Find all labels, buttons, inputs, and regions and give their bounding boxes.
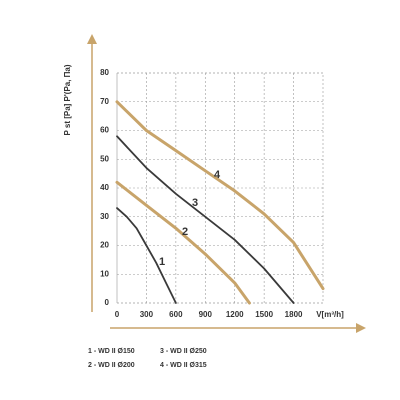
y-tick-label: 50 [100, 154, 109, 163]
y-tick-label: 0 [105, 298, 110, 307]
y-tick-label: 30 [100, 212, 109, 221]
y-tick-label: 60 [100, 126, 109, 135]
y-tick-label: 70 [100, 97, 109, 106]
x-arrow-head [356, 323, 366, 333]
x-tick-label: 1500 [255, 310, 273, 319]
x-tick-label: 0 [115, 310, 120, 319]
legend-entry: 2 - WD II Ø200 [88, 362, 135, 369]
y-tick-label: 40 [100, 183, 109, 192]
y-tick-label: 80 [100, 68, 109, 77]
curve [116, 135, 295, 304]
y-axis-label: P st [Pa] P'(Pa, Па) [63, 64, 72, 135]
x-tick-label: 900 [199, 310, 213, 319]
legend-entry: 1 - WD II Ø150 [88, 348, 135, 355]
curve-label: 4 [214, 169, 221, 181]
legend-entry: 4 - WD II Ø315 [160, 362, 207, 369]
y-tick-label: 10 [100, 269, 109, 278]
curve-label: 3 [192, 197, 198, 209]
curve-label: 1 [159, 256, 165, 268]
x-tick-label: 1200 [226, 310, 244, 319]
curve-label: 2 [182, 226, 188, 238]
y-arrow-head [87, 34, 97, 44]
x-tick-label: 600 [169, 310, 183, 319]
legend-entry: 3 - WD II Ø250 [160, 348, 207, 355]
curve [115, 180, 251, 305]
x-tick-label: 1800 [285, 310, 303, 319]
x-tick-label: 300 [140, 310, 154, 319]
x-axis-label: V[m³/h] [316, 310, 344, 319]
y-tick-label: 20 [100, 241, 109, 250]
curve [116, 207, 177, 304]
curve [115, 100, 325, 291]
